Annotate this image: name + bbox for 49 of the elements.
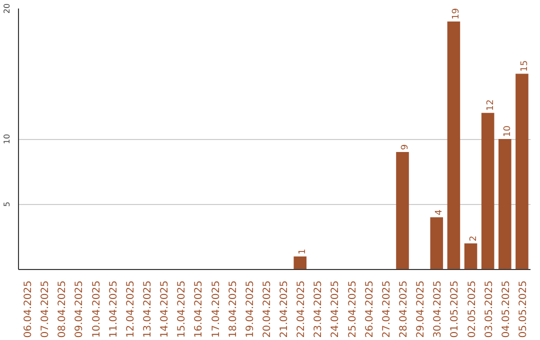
x-tick-label: 20.04.2025	[262, 280, 273, 338]
x-tick-label: 13.04.2025	[142, 280, 154, 338]
data-label: 1	[298, 248, 308, 254]
x-tick-label: 06.04.2025	[23, 280, 34, 338]
bar	[516, 74, 528, 270]
x-tick-label: 23.04.2025	[313, 280, 324, 338]
x-tick-label: 07.04.2025	[40, 280, 52, 338]
x-tick-label: 05.05.2025	[518, 280, 529, 338]
x-tick-label: 30.04.2025	[432, 280, 444, 338]
x-tick-label: 09.04.2025	[74, 280, 86, 338]
x-tick-label: 08.04.2025	[57, 280, 68, 338]
x-tick-label: 24.04.2025	[330, 280, 342, 338]
bar	[430, 217, 444, 270]
x-tick-label: 25.04.2025	[347, 280, 358, 338]
x-tick-label: 17.04.2025	[210, 280, 222, 338]
x-tick-label: 12.04.2025	[125, 280, 136, 338]
x-tick-label: 15.04.2025	[176, 280, 188, 338]
bar	[447, 22, 460, 270]
x-tick-label: 04.05.2025	[500, 280, 512, 338]
bar	[481, 112, 494, 270]
data-label: 12	[486, 99, 496, 111]
x-tick-label: 29.04.2025	[416, 280, 427, 338]
data-label: 19	[452, 8, 462, 20]
x-tick-label: 27.04.2025	[381, 280, 392, 338]
y-tick-label: 20	[2, 3, 12, 14]
x-tick-label: 02.05.2025	[466, 280, 478, 338]
x-tick-label: 19.04.2025	[244, 280, 256, 338]
x-tick-label: 21.04.2025	[279, 280, 290, 338]
data-label: 4	[434, 209, 445, 216]
bar	[294, 256, 306, 270]
y-tick-label: 10	[2, 134, 12, 144]
x-tick-label: 10.04.2025	[91, 280, 102, 338]
data-label: 9	[400, 144, 410, 150]
data-label: 10	[502, 125, 513, 137]
x-tick-label: 11.04.2025	[108, 280, 120, 338]
bar	[396, 152, 409, 270]
data-label: 2	[468, 236, 479, 242]
x-tick-label: 14.04.2025	[160, 280, 171, 338]
x-tick-label: 18.04.2025	[228, 280, 239, 338]
bar	[498, 139, 512, 270]
x-tick-label: 28.04.2025	[398, 280, 410, 338]
x-tick-label: 01.05.2025	[450, 280, 461, 338]
x-tick-label: 03.05.2025	[484, 280, 495, 338]
x-tick-label: 26.04.2025	[364, 280, 376, 338]
data-label: 15	[520, 60, 530, 72]
bar	[464, 243, 478, 270]
y-tick-label: 5	[2, 202, 12, 207]
x-tick-label: 22.04.2025	[296, 280, 308, 338]
x-tick-label: 16.04.2025	[194, 280, 205, 338]
